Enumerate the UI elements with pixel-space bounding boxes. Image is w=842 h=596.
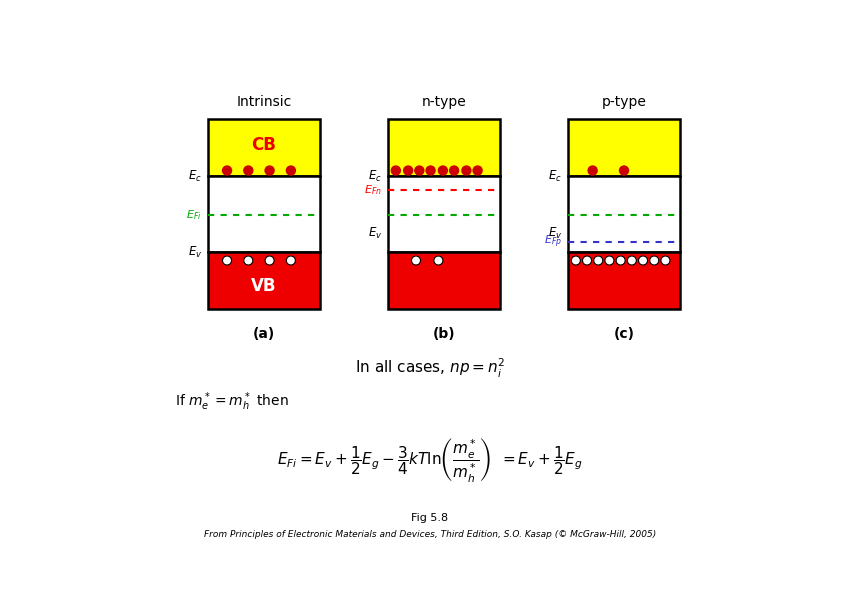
Circle shape bbox=[589, 166, 597, 175]
Circle shape bbox=[412, 256, 420, 265]
Circle shape bbox=[650, 256, 658, 265]
Circle shape bbox=[286, 166, 296, 175]
Text: $E_{Fi} = E_v + \dfrac{1}{2}E_g - \dfrac{3}{4}kT\ln\!\left(\dfrac{m_e^*}{m_h^*}\: $E_{Fi} = E_v + \dfrac{1}{2}E_g - \dfrac… bbox=[277, 436, 583, 485]
Circle shape bbox=[594, 256, 603, 265]
Circle shape bbox=[244, 256, 253, 265]
Circle shape bbox=[473, 166, 482, 175]
Text: $E_{Fp}$: $E_{Fp}$ bbox=[544, 234, 562, 250]
Bar bbox=[388, 119, 500, 176]
Circle shape bbox=[426, 166, 435, 175]
Circle shape bbox=[638, 256, 647, 265]
Circle shape bbox=[244, 166, 253, 175]
Text: Fig 5.8: Fig 5.8 bbox=[412, 513, 449, 523]
Circle shape bbox=[222, 256, 232, 265]
Circle shape bbox=[403, 166, 413, 175]
Circle shape bbox=[265, 166, 274, 175]
Bar bbox=[208, 252, 320, 309]
Bar bbox=[208, 176, 320, 252]
Bar bbox=[388, 252, 500, 309]
Text: (b): (b) bbox=[433, 327, 456, 341]
Circle shape bbox=[661, 256, 670, 265]
Circle shape bbox=[450, 166, 459, 175]
Text: n-type: n-type bbox=[422, 95, 466, 110]
Circle shape bbox=[605, 256, 614, 265]
Text: (c): (c) bbox=[614, 327, 635, 341]
Bar bbox=[568, 252, 680, 309]
Circle shape bbox=[572, 256, 580, 265]
Bar bbox=[388, 176, 500, 252]
Text: Intrinsic: Intrinsic bbox=[237, 95, 291, 110]
Text: $E_{Fn}$: $E_{Fn}$ bbox=[364, 184, 382, 197]
Text: $E_v$: $E_v$ bbox=[368, 225, 382, 241]
Circle shape bbox=[462, 166, 471, 175]
Circle shape bbox=[439, 166, 447, 175]
Circle shape bbox=[616, 256, 625, 265]
Text: CB: CB bbox=[252, 136, 276, 154]
Circle shape bbox=[434, 256, 443, 265]
Text: $E_{Fi}$: $E_{Fi}$ bbox=[186, 208, 202, 222]
Text: In all cases, $np = n_i^2$: In all cases, $np = n_i^2$ bbox=[354, 356, 505, 380]
Circle shape bbox=[286, 256, 296, 265]
Text: p-type: p-type bbox=[601, 95, 647, 110]
Circle shape bbox=[627, 256, 637, 265]
Text: $E_c$: $E_c$ bbox=[548, 169, 562, 184]
Circle shape bbox=[222, 166, 232, 175]
Circle shape bbox=[392, 166, 400, 175]
Bar bbox=[568, 119, 680, 176]
Bar bbox=[568, 176, 680, 252]
Text: $E_v$: $E_v$ bbox=[547, 225, 562, 241]
Text: $E_c$: $E_c$ bbox=[188, 169, 202, 184]
Text: If $m_e^* = m_h^*$ then: If $m_e^* = m_h^*$ then bbox=[175, 390, 289, 413]
Circle shape bbox=[583, 256, 592, 265]
Circle shape bbox=[415, 166, 424, 175]
Circle shape bbox=[265, 256, 274, 265]
Text: $E_v$: $E_v$ bbox=[188, 244, 202, 259]
Bar bbox=[208, 119, 320, 176]
Text: From Principles of Electronic Materials and Devices, Third Edition, S.O. Kasap (: From Principles of Electronic Materials … bbox=[204, 530, 656, 539]
Text: VB: VB bbox=[251, 277, 277, 295]
Text: (a): (a) bbox=[253, 327, 275, 341]
Text: $E_c$: $E_c$ bbox=[368, 169, 382, 184]
Circle shape bbox=[620, 166, 628, 175]
Text: Electron and Hole Conduction: Electron and Hole Conduction bbox=[17, 28, 526, 57]
